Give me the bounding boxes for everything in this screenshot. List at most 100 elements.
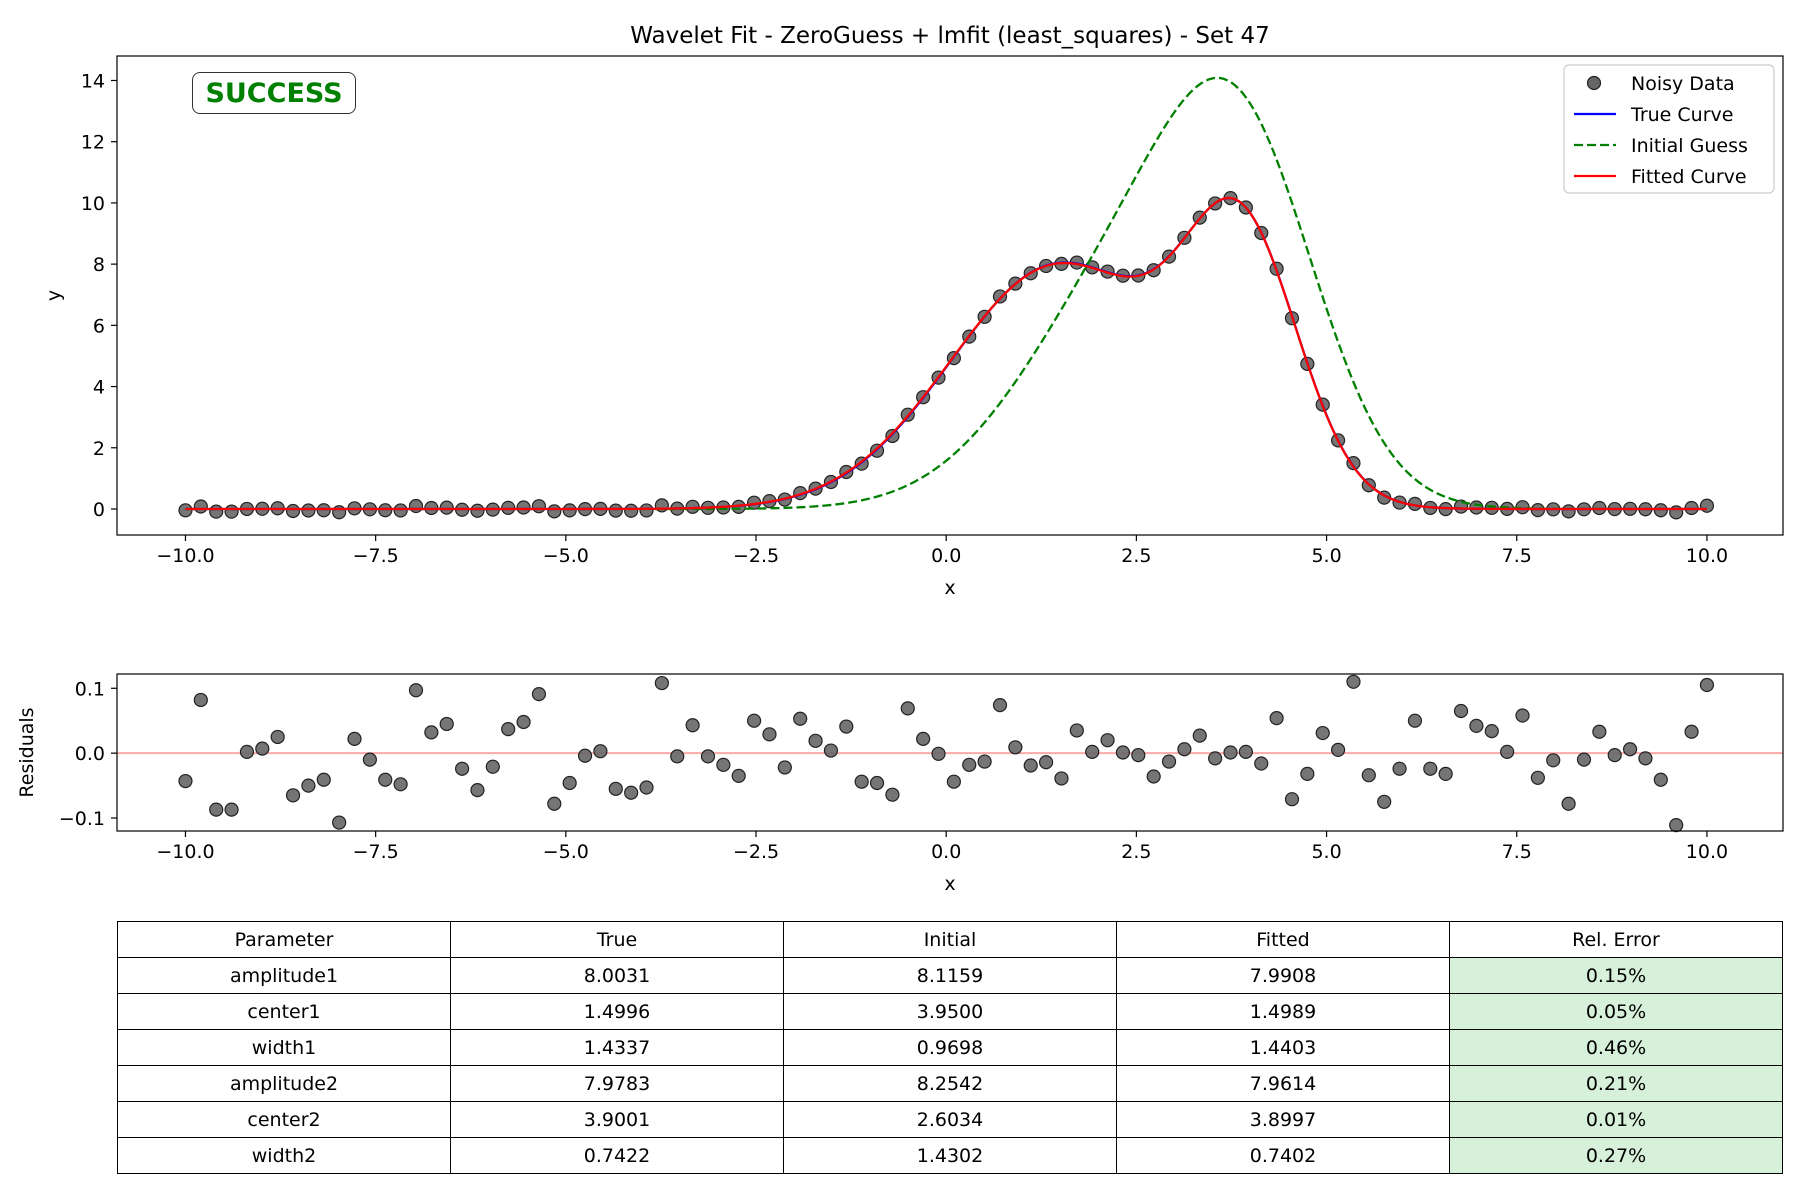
residual-point (746, 713, 762, 728)
residual-point (839, 719, 854, 734)
residual-point (1407, 713, 1423, 728)
residual-point (1008, 740, 1023, 755)
table-cell: 3.9001 (450, 1101, 784, 1138)
main-x-tick-label: −2.5 (733, 545, 779, 567)
residual-point (931, 746, 946, 761)
residual-point (1438, 766, 1453, 782)
residual-point (946, 774, 961, 789)
residual-point (1238, 744, 1253, 759)
noisy-data-point (193, 499, 208, 514)
residual-point (455, 761, 470, 776)
noisy-data-point (1699, 498, 1715, 513)
main-y-tick-label: 8 (93, 254, 105, 276)
column-header: Rel. Error (1449, 921, 1783, 958)
noisy-data-point (1561, 504, 1576, 519)
residual-point (639, 780, 654, 795)
residuals-x-tick-label: 10.0 (1686, 841, 1728, 863)
table-cell: center1 (117, 993, 451, 1030)
residuals-x-tick-label: −10.0 (156, 841, 214, 863)
residual-point (1085, 744, 1100, 759)
main-y-tick-label: 2 (93, 438, 105, 460)
residual-point (1515, 708, 1530, 723)
residual-point (209, 802, 224, 817)
noisy-data-point (547, 504, 562, 519)
initial-guess-line (185, 76, 1707, 511)
residual-point (1453, 703, 1469, 719)
residuals-frame (116, 673, 1784, 832)
residual-point (700, 749, 716, 764)
noisy-data-point (639, 503, 654, 518)
residual-point (1669, 818, 1684, 833)
main-x-tick-label: 2.5 (1121, 545, 1151, 567)
residual-point (1038, 755, 1054, 770)
residual-point (378, 772, 393, 787)
table-cell: amplitude2 (117, 1065, 451, 1102)
noisy-data-point (178, 503, 193, 518)
residuals-x-axis-label: x (944, 873, 955, 895)
residual-point (224, 802, 239, 817)
main-y-tick-label: 6 (93, 315, 105, 337)
residual-point (270, 729, 285, 745)
residual-point (608, 781, 623, 796)
residual-point (562, 775, 577, 791)
noisy-data-point (531, 499, 547, 514)
residual-point (1576, 752, 1592, 767)
residual-point (424, 725, 439, 740)
table-cell: 2.6034 (783, 1101, 1117, 1138)
legend-marker (1586, 75, 1602, 91)
noisy-data-point (408, 498, 424, 514)
noisy-data-point (885, 428, 900, 444)
residuals-y-tick-label: 0.0 (75, 743, 105, 765)
table-row: width1 1.4337 0.9698 1.4403 0.46% (117, 1029, 1783, 1066)
residual-point (1177, 742, 1192, 757)
main-frame (116, 55, 1784, 536)
residual-point (1653, 772, 1668, 787)
rel-error-cell: 0.46% (1449, 1029, 1783, 1066)
noisy-data-point (562, 503, 577, 518)
residuals-x-tick-label: −2.5 (733, 841, 779, 863)
residual-point (654, 675, 669, 691)
residual-point (1254, 756, 1269, 771)
main-x-tick-label: −7.5 (353, 545, 399, 567)
residual-point (485, 759, 500, 774)
residual-point (854, 774, 869, 789)
status-badge: SUCCESS (192, 72, 356, 114)
column-header: True (450, 921, 784, 958)
residuals-y-tick-label: −0.1 (59, 808, 105, 830)
main-plot: Wavelet Fit - ZeroGuess + lmfit (least_s… (43, 23, 1784, 599)
residual-point (1500, 744, 1515, 759)
residual-point (1284, 792, 1300, 807)
residual-point (1392, 761, 1407, 776)
residual-point (362, 752, 377, 767)
residual-point (1054, 771, 1069, 786)
noisy-data-point (393, 503, 408, 518)
residual-point (1684, 724, 1699, 739)
residual-point (593, 744, 608, 759)
residuals-x-tick-label: 7.5 (1502, 841, 1532, 863)
residuals-x-tick-label: 0.0 (931, 841, 961, 863)
legend-label: Fitted Curve (1631, 166, 1747, 188)
noisy-data-point (316, 503, 331, 518)
chart-title: Wavelet Fit - ZeroGuess + lmfit (least_s… (630, 23, 1270, 49)
residual-point (193, 692, 208, 708)
residuals-y-tick-label: 0.1 (75, 678, 105, 700)
residuals-plot: −10.0 −7.5 −5.0 −2.5 0.0 2.5 5.0 7.5 10.0 −0.1 0.0… (16, 673, 1784, 895)
noisy-data-point (209, 504, 224, 519)
residual-point (1100, 733, 1115, 748)
residual-point (1223, 745, 1238, 760)
parameters-table: Parameter True Initial Fitted Rel. Error… (117, 921, 1783, 1174)
table-cell: 3.9500 (783, 993, 1117, 1030)
table-cell: 0.7422 (450, 1137, 784, 1174)
residual-point (301, 778, 316, 793)
table-cell: 8.1159 (783, 957, 1117, 994)
table-cell: 7.9908 (1116, 957, 1450, 994)
main-x-tick-label: 10.0 (1686, 545, 1728, 567)
residual-point (885, 787, 900, 802)
residual-point (393, 777, 408, 792)
residual-point (1192, 728, 1207, 743)
residual-point (439, 716, 454, 732)
residual-point (239, 744, 255, 759)
residual-point (685, 718, 700, 733)
residual-point (1423, 761, 1438, 776)
